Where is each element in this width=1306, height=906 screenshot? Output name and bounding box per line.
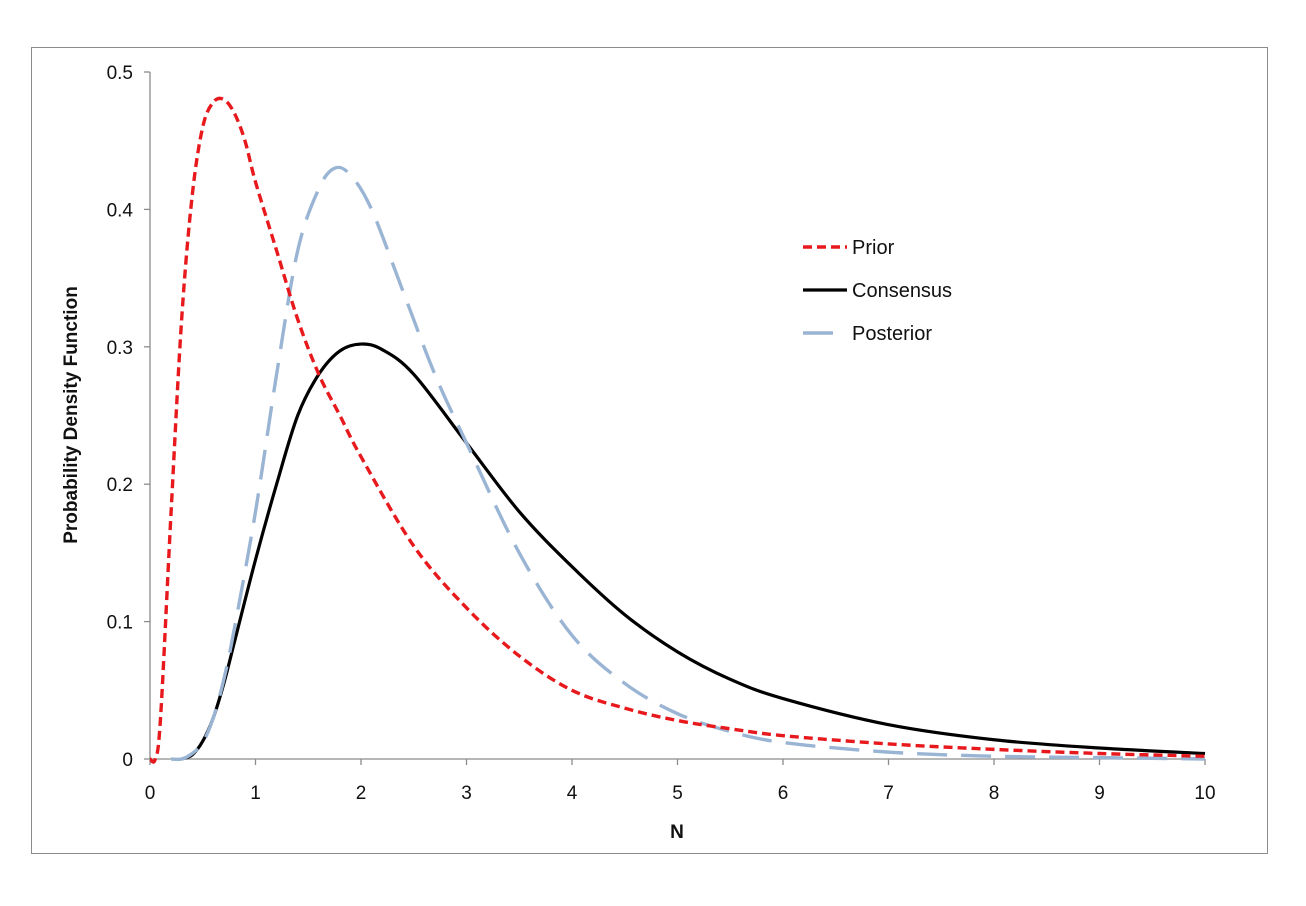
series-line-posterior xyxy=(171,165,1206,762)
x-tick-label: 3 xyxy=(461,783,472,804)
x-tick-label: 7 xyxy=(883,783,894,804)
x-tick-label: 5 xyxy=(672,783,683,804)
y-tick-label: 0.4 xyxy=(107,200,134,221)
y-axis-title: Probability Density Function xyxy=(61,286,82,544)
x-tick-label: 0 xyxy=(145,783,156,804)
x-tick-label: 10 xyxy=(1194,783,1215,804)
axes: 0 1 2 3 4 5 6 7 8 9 10 0 0.1 0.2 0.3 0.4 0.5 xyxy=(107,63,1216,804)
x-tick-label: 9 xyxy=(1094,783,1105,804)
y-tick-label: 0 xyxy=(122,750,133,771)
legend-label-consensus: Consensus xyxy=(852,280,952,302)
x-axis-title: N xyxy=(670,822,684,843)
legend-label-posterior: Posterior xyxy=(852,323,932,345)
x-tick-label: 8 xyxy=(989,783,1000,804)
y-tick-label: 0.5 xyxy=(107,63,133,84)
series-line-prior xyxy=(149,96,1206,764)
y-tick-label: 0.2 xyxy=(107,475,133,496)
y-tick-label: 0.3 xyxy=(107,338,133,359)
x-tick-label: 4 xyxy=(567,783,578,804)
x-tick-label: 1 xyxy=(250,783,261,804)
x-tick-label: 6 xyxy=(778,783,789,804)
chart-frame xyxy=(31,47,1268,854)
y-tick-label: 0.1 xyxy=(107,613,133,634)
x-tick-label: 2 xyxy=(356,783,367,804)
series-layer xyxy=(149,96,1206,764)
legend-label-prior: Prior xyxy=(852,237,895,259)
legend: Prior Consensus Posterior xyxy=(803,237,952,345)
